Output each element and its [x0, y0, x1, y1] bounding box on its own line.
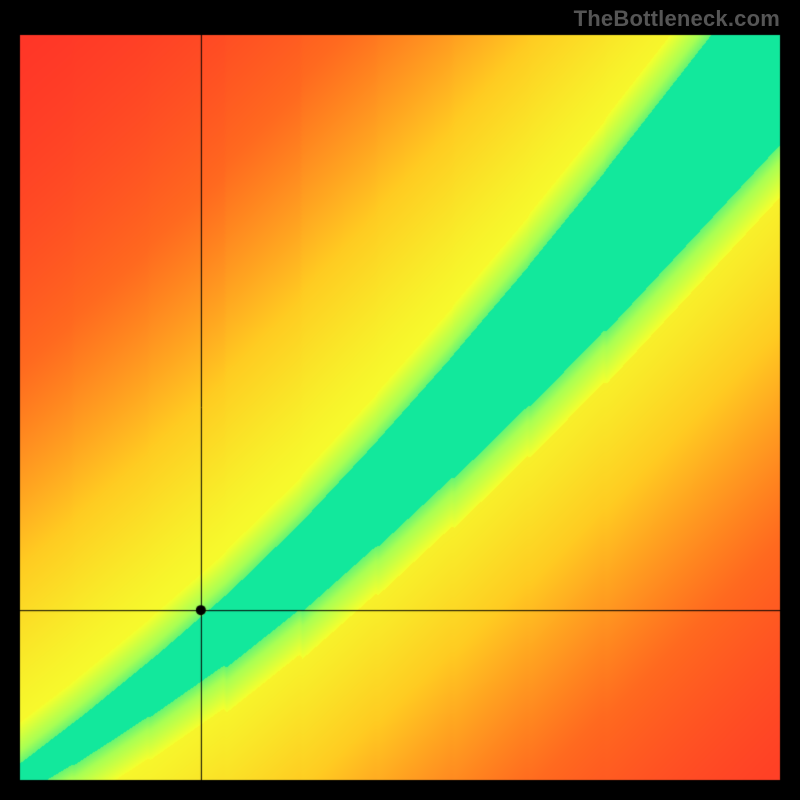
watermark-text: TheBottleneck.com [574, 6, 780, 32]
figure-container: TheBottleneck.com [0, 0, 800, 800]
heatmap-canvas [0, 0, 800, 800]
